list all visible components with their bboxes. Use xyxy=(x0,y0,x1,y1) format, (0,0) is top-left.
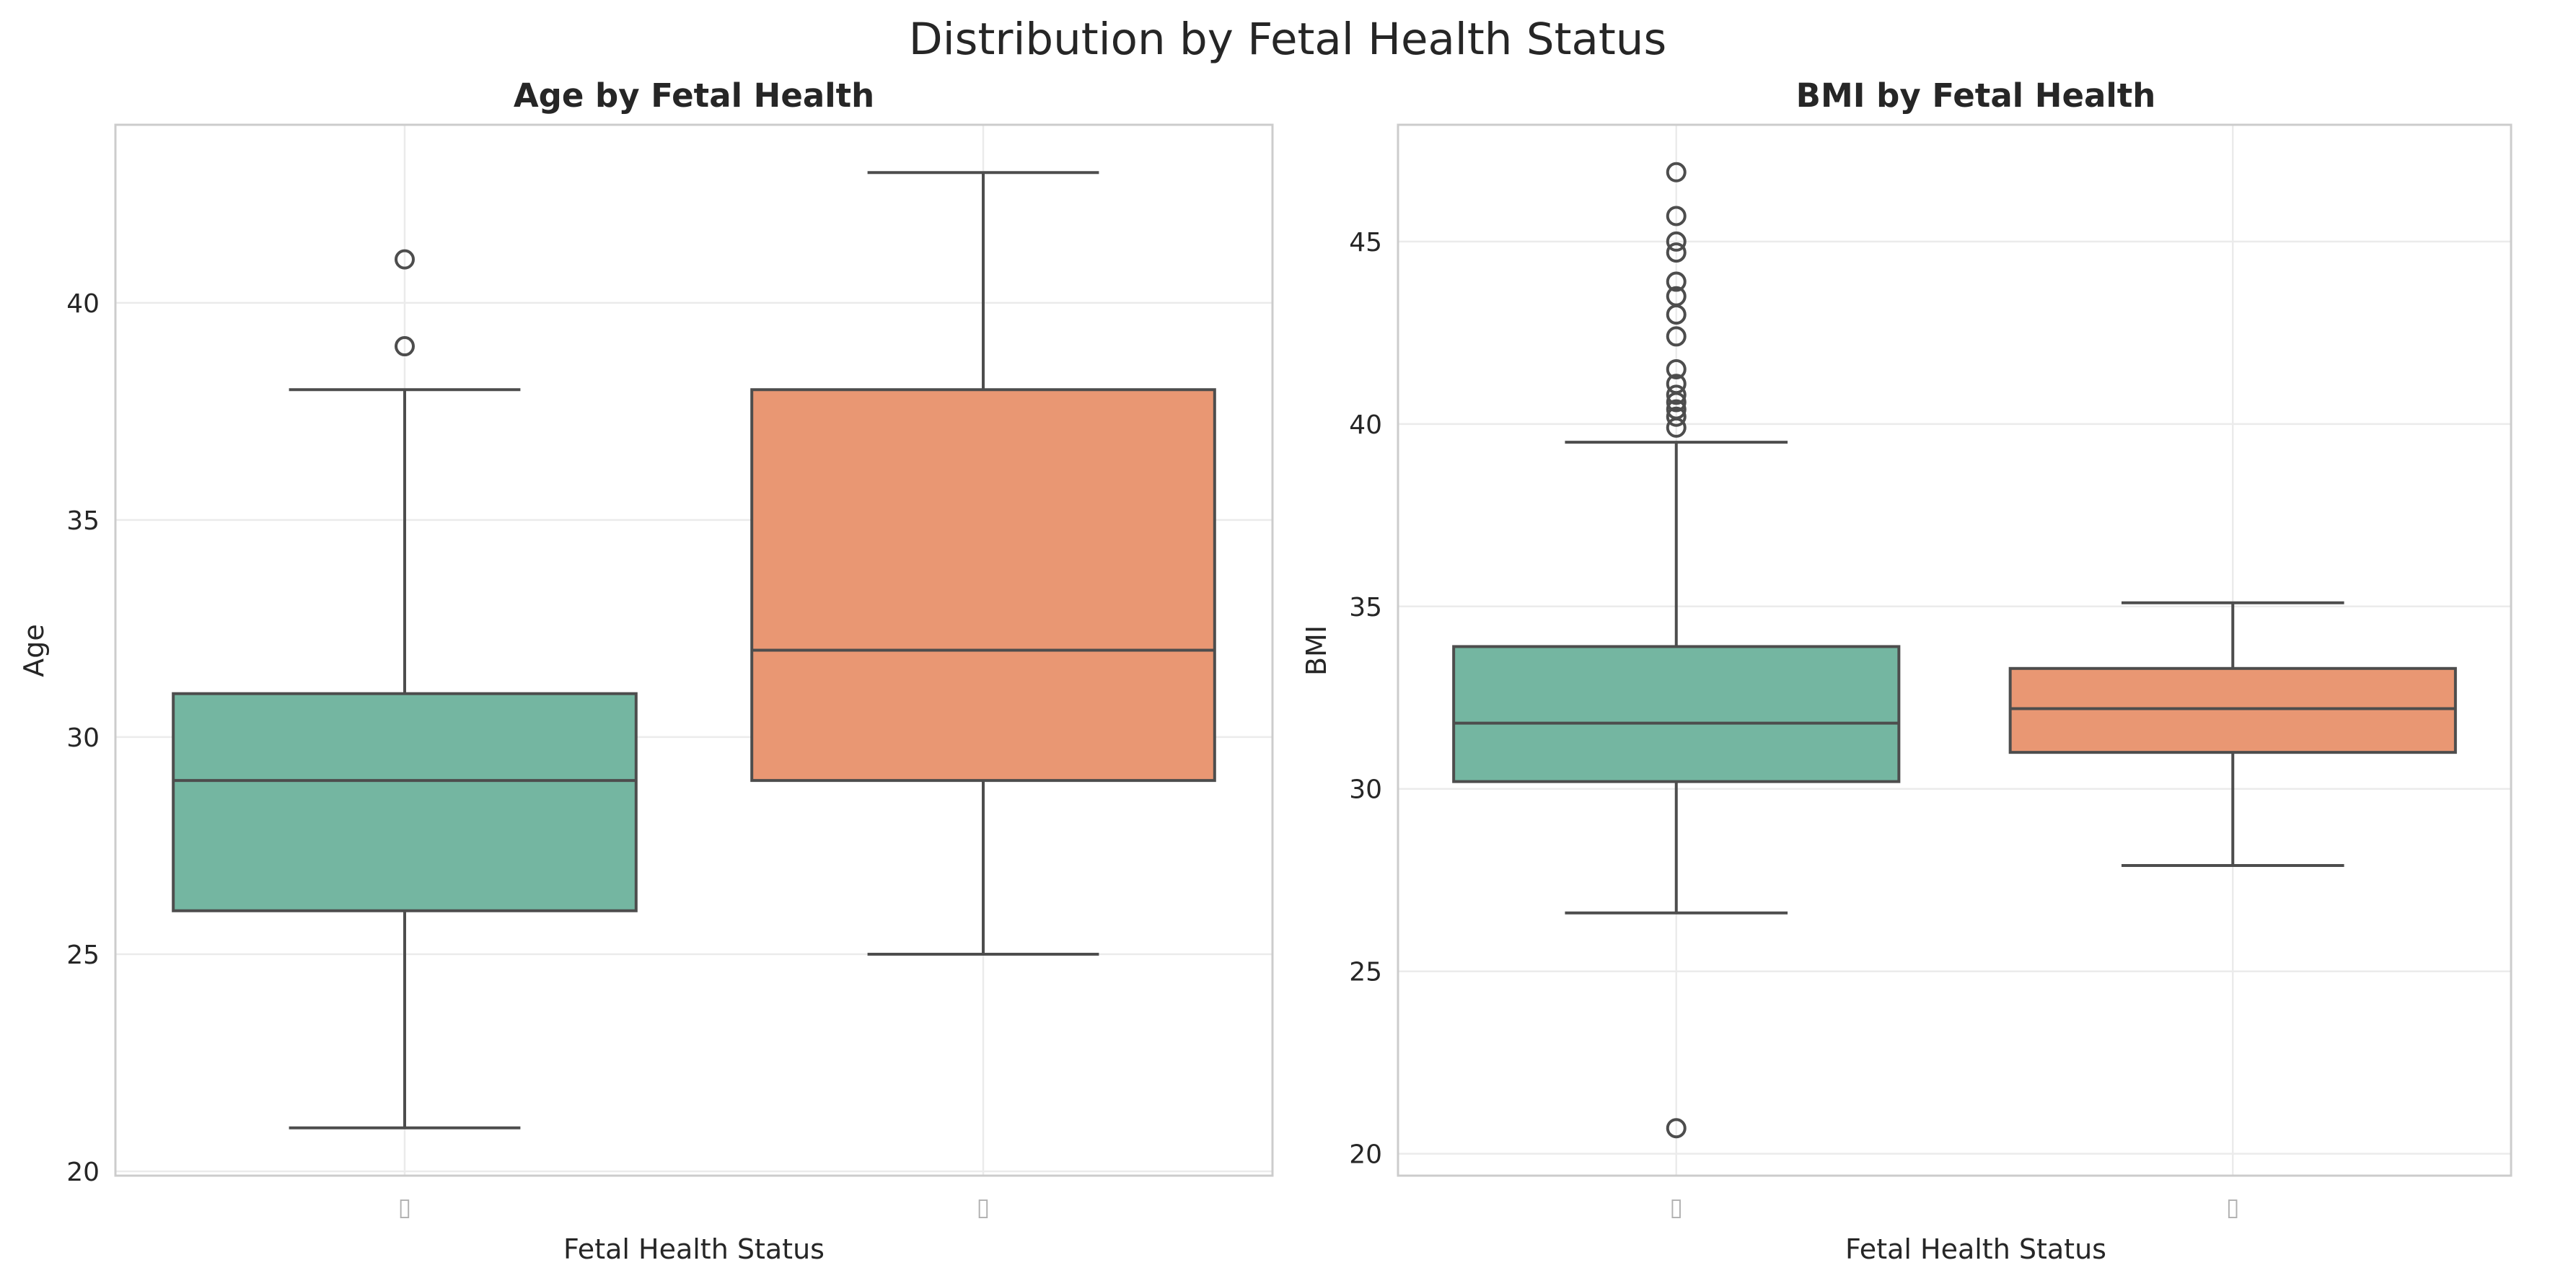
age-boxplot-panel: 20 25 30 35 40 ▯ ▯ Age by Fetal Health Age Fet… xyxy=(18,76,1274,1265)
bmi-ytick-label: 45 xyxy=(1349,228,1382,257)
bmi-box-group xyxy=(2008,601,2457,867)
bmi-ticks: 20 25 30 35 40 45 ▯ ▯ xyxy=(1349,228,2239,1222)
figure-title: Distribution by Fetal Health Status xyxy=(909,14,1666,65)
bmi-boxplot-panel: 20 25 30 35 40 45 ▯ ▯ BMI by Fetal Health BMI F… xyxy=(1301,76,2513,1265)
bmi-xtick-label: ▯ xyxy=(2226,1193,2240,1222)
bmi-outlier-point xyxy=(1666,162,1687,182)
bmi-iqr-box xyxy=(2008,666,2457,754)
bmi-plot-frame xyxy=(1397,123,2513,1177)
bmi-panel-title: BMI by Fetal Health xyxy=(1796,76,2156,115)
bmi-outlier-point xyxy=(1666,399,1687,420)
bmi-ytick-label: 35 xyxy=(1349,593,1382,622)
age-boxes xyxy=(172,171,1216,1129)
bmi-outlier-point xyxy=(1666,1118,1687,1139)
age-panel-title: Age by Fetal Health xyxy=(514,76,874,115)
bmi-ytick-label: 20 xyxy=(1349,1140,1382,1170)
age-xtick-label: ▯ xyxy=(398,1193,412,1222)
bmi-xtick-label: ▯ xyxy=(1669,1193,1683,1222)
bmi-outlier-point xyxy=(1666,326,1687,347)
bmi-boxes xyxy=(1452,162,2457,1139)
age-ytick-label: 40 xyxy=(66,289,100,319)
bmi-box-group xyxy=(1452,162,1901,1139)
age-ticks: 20 25 30 35 40 ▯ ▯ xyxy=(66,289,990,1222)
age-plot-frame xyxy=(114,123,1274,1177)
bmi-outlier-point xyxy=(1666,206,1687,226)
bmi-outlier-point xyxy=(1666,374,1687,395)
age-xtick-label: ▯ xyxy=(977,1193,990,1222)
bmi-ytick-label: 30 xyxy=(1349,775,1382,805)
bmi-ytick-label: 25 xyxy=(1349,958,1382,987)
age-box-group xyxy=(750,171,1216,956)
bmi-outlier-point xyxy=(1666,242,1687,263)
age-outlier-point xyxy=(395,336,415,357)
age-iqr-box xyxy=(172,692,638,912)
age-iqr-box xyxy=(750,388,1216,783)
bmi-outlier-point xyxy=(1666,231,1687,252)
bmi-iqr-box xyxy=(1452,645,1901,783)
bmi-outlier-point xyxy=(1666,286,1687,307)
age-ytick-label: 20 xyxy=(66,1158,100,1187)
bmi-outlier-point xyxy=(1666,406,1687,427)
bmi-x-axis-label: Fetal Health Status xyxy=(1845,1233,2106,1265)
age-ytick-label: 25 xyxy=(66,941,100,970)
age-outlier-point xyxy=(395,249,415,270)
bmi-outlier-point xyxy=(1666,384,1687,405)
age-y-axis-label: Age xyxy=(18,624,50,677)
bmi-grid xyxy=(1398,125,2511,1176)
bmi-y-axis-label: BMI xyxy=(1301,625,1332,676)
age-ytick-label: 30 xyxy=(66,723,100,753)
bmi-outlier-point xyxy=(1666,271,1687,292)
age-ytick-label: 35 xyxy=(66,506,100,536)
age-x-axis-label: Fetal Health Status xyxy=(563,1233,825,1265)
bmi-ytick-label: 40 xyxy=(1349,410,1382,440)
age-box-group xyxy=(172,249,638,1129)
bmi-outlier-point xyxy=(1666,358,1687,379)
